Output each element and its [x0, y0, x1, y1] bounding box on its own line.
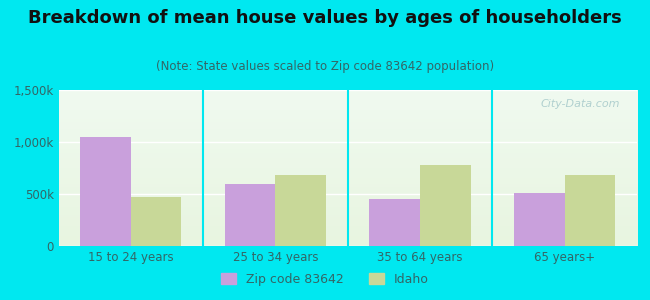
Bar	[131, 197, 181, 246]
Text: Breakdown of mean house values by ages of householders: Breakdown of mean house values by ages o…	[28, 9, 622, 27]
Bar	[514, 193, 565, 246]
Bar	[369, 199, 420, 246]
Bar	[225, 184, 276, 246]
Bar	[420, 165, 471, 246]
Bar	[565, 175, 616, 246]
Text: City-Data.com: City-Data.com	[540, 99, 619, 110]
Legend: Zip code 83642, Idaho: Zip code 83642, Idaho	[216, 268, 434, 291]
Text: (Note: State values scaled to Zip code 83642 population): (Note: State values scaled to Zip code 8…	[156, 60, 494, 73]
Bar	[276, 175, 326, 246]
Bar	[80, 137, 131, 246]
